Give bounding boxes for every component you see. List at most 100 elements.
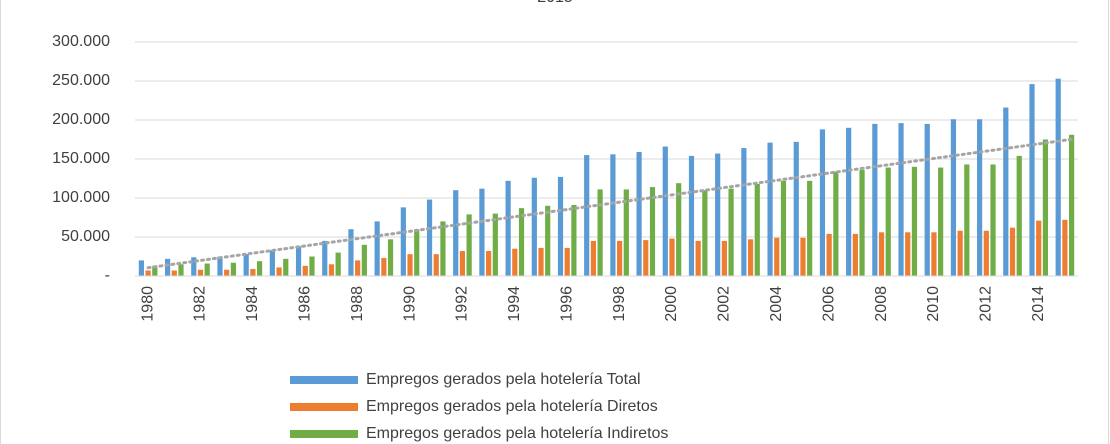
bar (197, 269, 204, 276)
bar (545, 205, 551, 276)
bar (990, 164, 996, 276)
bar (295, 246, 302, 276)
bar (387, 239, 394, 276)
bar (269, 250, 275, 276)
bar (453, 190, 459, 276)
bar (584, 155, 590, 276)
legend-swatch (290, 403, 358, 411)
bar (852, 233, 858, 276)
y-tick-label: - (105, 267, 110, 284)
legend-swatch (290, 376, 358, 384)
x-tick-label: 2008 (873, 286, 890, 322)
bar (938, 167, 944, 276)
bar (283, 258, 289, 276)
x-tick-label: 1996 (558, 286, 575, 322)
bar (767, 142, 773, 276)
bar (1055, 78, 1061, 276)
bar (459, 251, 466, 276)
bar (243, 254, 249, 276)
bar (911, 166, 918, 276)
bar (204, 263, 210, 276)
y-tick-label: 150.000 (52, 150, 110, 167)
bar (1003, 107, 1009, 277)
bar (230, 262, 236, 276)
bar (807, 180, 813, 276)
bar (414, 229, 420, 276)
bar (669, 238, 675, 276)
bar (256, 261, 263, 276)
x-tick-label: 1986 (296, 286, 313, 322)
bar (466, 214, 472, 276)
bar (747, 239, 754, 276)
bar (171, 270, 177, 276)
bar (649, 187, 656, 276)
bar (715, 153, 721, 276)
bar (964, 164, 970, 276)
bar (702, 190, 708, 276)
bar (164, 258, 171, 276)
trendline (146, 137, 1077, 270)
x-tick-label: 1984 (244, 286, 261, 322)
y-tick-label: 200.000 (52, 111, 110, 128)
bar (741, 148, 747, 276)
y-tick-label: 50.000 (61, 228, 110, 245)
bar (276, 267, 282, 276)
bar (145, 270, 151, 276)
bar (1036, 220, 1042, 276)
bar (610, 154, 616, 276)
bar (597, 189, 603, 276)
bar (957, 230, 963, 276)
bar (905, 232, 911, 276)
bar (590, 240, 597, 276)
bar (800, 237, 806, 276)
bar (643, 240, 649, 276)
bar (440, 221, 446, 276)
bar (931, 232, 937, 276)
bar (872, 123, 878, 277)
bar (564, 247, 570, 276)
x-tick-label: 2014 (1030, 286, 1047, 322)
bar (217, 256, 223, 276)
bar (191, 257, 197, 276)
bar (754, 183, 760, 276)
bar (1029, 84, 1035, 277)
bar (1042, 139, 1049, 276)
bar (1009, 227, 1016, 276)
x-tick-label: 1998 (611, 286, 628, 322)
x-tick-label: 1980 (139, 286, 156, 322)
bar (374, 221, 380, 276)
x-tick-label: 2010 (925, 286, 942, 322)
bar (774, 237, 780, 276)
bar (977, 119, 983, 276)
y-tick-label: 300.000 (52, 33, 110, 50)
bar (381, 258, 387, 276)
bar (1062, 219, 1068, 276)
x-tick-label: 2006 (820, 286, 837, 322)
bar (793, 141, 799, 276)
bar (250, 268, 256, 276)
bar (302, 265, 308, 276)
bar (309, 256, 315, 276)
bar (826, 233, 832, 276)
bar (505, 180, 511, 276)
legend-label: Empregos gerados pela hotelería Diretos (366, 398, 658, 415)
bar (676, 183, 682, 276)
bar (819, 129, 826, 276)
bar (623, 189, 629, 276)
bar (335, 252, 341, 276)
bar (1016, 155, 1022, 276)
bar (538, 247, 544, 276)
bar (616, 240, 623, 276)
chart-title: 2015 (537, 0, 573, 6)
bar (361, 244, 367, 276)
bar (833, 171, 839, 276)
bar (950, 119, 957, 276)
bar (859, 169, 865, 276)
x-tick-label: 1990 (401, 286, 418, 322)
bar (898, 123, 904, 277)
x-tick-label: 1988 (349, 286, 366, 322)
x-tick-label: 1994 (506, 286, 523, 322)
bar (224, 269, 230, 276)
